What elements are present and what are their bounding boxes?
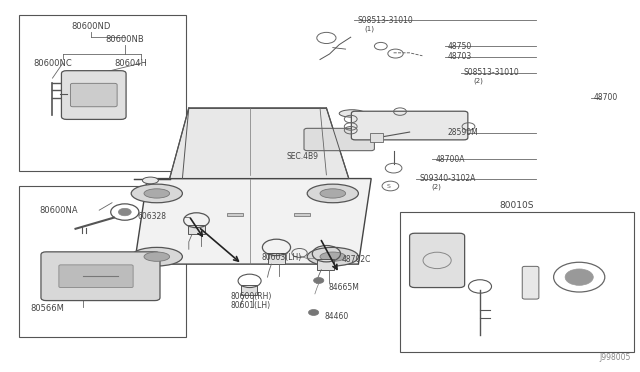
Ellipse shape: [144, 252, 170, 261]
Text: 80603(LH): 80603(LH): [261, 253, 301, 262]
Text: (1): (1): [365, 25, 375, 32]
Text: 80600ND: 80600ND: [71, 22, 111, 31]
Text: J998005: J998005: [599, 353, 630, 362]
Ellipse shape: [339, 110, 365, 117]
Text: 80604H: 80604H: [114, 59, 147, 68]
Circle shape: [308, 310, 319, 315]
Circle shape: [314, 278, 324, 283]
Text: (2): (2): [431, 184, 441, 190]
Text: 606328: 606328: [138, 212, 166, 221]
FancyBboxPatch shape: [304, 128, 374, 151]
FancyBboxPatch shape: [410, 233, 465, 288]
Bar: [241, 285, 257, 295]
Text: 48750: 48750: [448, 42, 472, 51]
Text: 80600NC: 80600NC: [33, 59, 72, 68]
Polygon shape: [170, 108, 349, 179]
Ellipse shape: [131, 184, 182, 203]
Ellipse shape: [307, 247, 358, 266]
Text: 80600NA: 80600NA: [40, 206, 78, 215]
Text: 48702C: 48702C: [342, 255, 371, 264]
FancyBboxPatch shape: [351, 111, 468, 140]
Bar: [227, 213, 243, 216]
Polygon shape: [134, 179, 371, 264]
Text: 80010S: 80010S: [500, 201, 534, 210]
Ellipse shape: [131, 247, 182, 266]
FancyBboxPatch shape: [41, 252, 160, 301]
Text: 80600NB: 80600NB: [106, 35, 144, 44]
Bar: [19, 186, 186, 337]
Text: 48700A: 48700A: [435, 155, 465, 164]
Circle shape: [118, 208, 131, 216]
Text: 28590M: 28590M: [448, 128, 479, 137]
Bar: [317, 259, 334, 270]
Bar: [188, 225, 205, 234]
Text: 84665M: 84665M: [329, 283, 360, 292]
Ellipse shape: [307, 184, 358, 203]
Text: 48703: 48703: [448, 52, 472, 61]
Circle shape: [565, 269, 593, 285]
Ellipse shape: [320, 252, 346, 261]
Text: 84460: 84460: [324, 312, 349, 321]
Text: 80600(RH): 80600(RH): [230, 292, 272, 301]
Bar: [19, 15, 186, 171]
Ellipse shape: [144, 189, 170, 198]
Text: 80601(LH): 80601(LH): [230, 301, 271, 310]
Text: (2): (2): [474, 77, 483, 84]
Bar: [370, 133, 383, 142]
Bar: [400, 212, 634, 352]
Text: S08513-31010: S08513-31010: [464, 68, 520, 77]
FancyBboxPatch shape: [522, 266, 539, 299]
Text: S09340-3102A: S09340-3102A: [419, 174, 476, 183]
Bar: [268, 253, 285, 264]
Ellipse shape: [320, 189, 346, 198]
FancyBboxPatch shape: [59, 265, 133, 288]
Text: S: S: [387, 183, 390, 189]
Text: SEC.4B9: SEC.4B9: [286, 152, 318, 161]
Text: 80566M: 80566M: [31, 304, 65, 313]
Ellipse shape: [142, 177, 158, 184]
Text: S08513-31010: S08513-31010: [357, 16, 413, 25]
Bar: [294, 213, 310, 216]
Text: 48700: 48700: [594, 93, 618, 102]
FancyBboxPatch shape: [61, 71, 126, 119]
FancyBboxPatch shape: [70, 83, 117, 107]
